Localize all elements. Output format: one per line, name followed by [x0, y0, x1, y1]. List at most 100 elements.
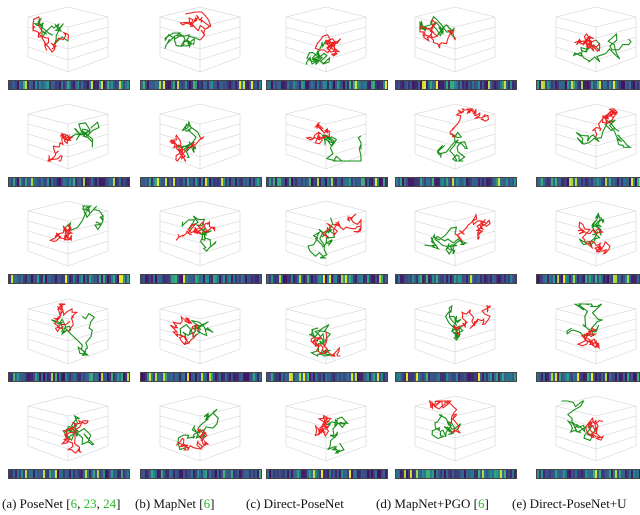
- trajectory-plot: [395, 2, 517, 98]
- trajectory-line: [431, 414, 462, 440]
- citation-link[interactable]: 23: [83, 496, 97, 511]
- trajectory-line: [577, 221, 611, 255]
- trajectory-plot: [536, 196, 640, 292]
- error-colorbar: [8, 177, 130, 187]
- trajectory-line: [179, 11, 212, 41]
- subfigure-caption: (b) MapNet [6]: [135, 496, 215, 511]
- trajectory-line: [428, 399, 461, 434]
- trajectory-line: [591, 108, 618, 138]
- trajectory-line: [566, 303, 603, 337]
- trajectory-line: [164, 32, 201, 49]
- error-colorbar: [8, 372, 130, 382]
- trajectory-line: [310, 331, 341, 357]
- error-colorbar: [140, 469, 262, 479]
- trajectory-plot: [8, 391, 130, 487]
- trajectory-line: [177, 408, 219, 451]
- subfigure-caption: (a) PoseNet [6, 23, 24]: [2, 496, 121, 511]
- subfigure-caption: (d) MapNet+PGO [6]: [376, 496, 489, 511]
- trajectory-plot: [266, 2, 388, 98]
- error-colorbar: [8, 80, 130, 90]
- error-colorbar: [140, 274, 262, 284]
- trajectory-line: [424, 226, 468, 256]
- trajectory-line: [47, 131, 75, 162]
- trajectory-line: [321, 213, 362, 240]
- error-colorbar: [266, 80, 388, 90]
- trajectory-plot: [266, 294, 388, 390]
- subfigure-caption: (e) Direct-PoseNet+U: [512, 496, 627, 511]
- trajectory-line: [32, 16, 70, 53]
- trajectory-plot: [266, 391, 388, 487]
- trajectory-line: [181, 215, 217, 252]
- trajectory-line: [176, 428, 210, 451]
- trajectory-line: [175, 220, 216, 241]
- trajectory-plot: [395, 391, 517, 487]
- citation-link[interactable]: 6: [203, 496, 211, 511]
- trajectory-line: [574, 32, 601, 53]
- error-colorbar: [536, 372, 640, 382]
- error-colorbar: [140, 80, 262, 90]
- error-colorbar: [395, 469, 517, 479]
- trajectory-line: [305, 39, 331, 66]
- trajectory-line: [60, 419, 89, 454]
- error-colorbar: [395, 274, 517, 284]
- error-colorbar: [140, 177, 262, 187]
- trajectory-plot: [8, 294, 130, 390]
- trajectory-line: [314, 414, 332, 438]
- trajectory-plot: [395, 196, 517, 292]
- error-colorbar: [266, 469, 388, 479]
- error-colorbar: [395, 80, 517, 90]
- trajectory-plot: [266, 196, 388, 292]
- trajectory-plot: [536, 294, 640, 390]
- trajectory-line: [179, 319, 214, 339]
- trajectory-plot: [140, 196, 262, 292]
- trajectory-plot: [536, 99, 640, 195]
- error-colorbar: [536, 469, 640, 479]
- trajectory-line: [32, 17, 69, 46]
- trajectory-line: [584, 416, 604, 441]
- trajectory-line: [308, 324, 332, 357]
- error-colorbar: [536, 80, 640, 90]
- trajectory-plot: [395, 99, 517, 195]
- trajectory-line: [419, 18, 456, 49]
- trajectory-line: [67, 121, 100, 148]
- error-colorbar: [536, 177, 640, 187]
- trajectory-plot: [140, 294, 262, 390]
- trajectory-line: [449, 107, 490, 138]
- error-colorbar: [8, 469, 130, 479]
- error-colorbar: [266, 274, 388, 284]
- trajectory-plot: [8, 99, 130, 195]
- trajectory-line: [444, 304, 464, 341]
- trajectory-line: [321, 134, 362, 162]
- citation-link[interactable]: 24: [103, 496, 117, 511]
- trajectory-line: [454, 212, 491, 242]
- trajectory-plot: [536, 391, 640, 487]
- trajectory-line: [452, 304, 491, 338]
- trajectory-line: [63, 204, 104, 235]
- citation-link[interactable]: 6: [70, 496, 78, 511]
- trajectory-plot: [140, 99, 262, 195]
- trajectory-line: [169, 134, 205, 163]
- trajectory-line: [578, 212, 605, 247]
- trajectory-plot: [8, 196, 130, 292]
- error-colorbar: [266, 177, 388, 187]
- trajectory-line: [575, 119, 632, 148]
- error-colorbar: [536, 274, 640, 284]
- trajectory-line: [436, 131, 468, 162]
- trajectory-plot: [8, 2, 130, 98]
- trajectory-line: [314, 34, 342, 57]
- trajectory-line: [170, 315, 201, 346]
- error-colorbar: [266, 372, 388, 382]
- citation-link[interactable]: 6: [477, 496, 485, 511]
- trajectory-line: [325, 416, 349, 454]
- trajectory-plot: [140, 391, 262, 487]
- error-colorbar: [8, 274, 130, 284]
- trajectory-plot: [140, 2, 262, 98]
- subfigure-caption: (c) Direct-PoseNet: [246, 496, 344, 511]
- trajectory-line: [572, 32, 632, 63]
- trajectory-plot: [395, 294, 517, 390]
- error-colorbar: [395, 177, 517, 187]
- trajectory-line: [48, 224, 74, 243]
- error-colorbar: [140, 372, 262, 382]
- trajectory-plot: [266, 99, 388, 195]
- trajectory-line: [307, 217, 336, 259]
